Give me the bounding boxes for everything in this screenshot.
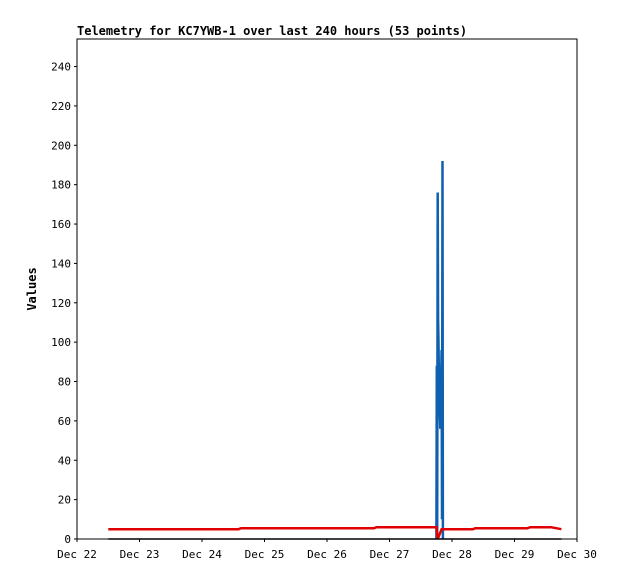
x-tick-label: Dec 25 bbox=[245, 548, 285, 561]
y-tick-label: 120 bbox=[51, 297, 71, 310]
x-tick-label: Dec 26 bbox=[307, 548, 347, 561]
x-tick-label: Dec 23 bbox=[120, 548, 160, 561]
y-tick-label: 220 bbox=[51, 100, 71, 113]
x-tick-label: Dec 28 bbox=[432, 548, 472, 561]
series-line-1 bbox=[435, 160, 445, 540]
y-tick-label: 0 bbox=[64, 533, 71, 546]
y-tick-label: 140 bbox=[51, 257, 71, 270]
x-tick-label: Dec 27 bbox=[370, 548, 410, 561]
y-tick-label: 160 bbox=[51, 218, 71, 231]
y-tick-label: 200 bbox=[51, 139, 71, 152]
y-axis-label: Values bbox=[25, 267, 39, 310]
x-tick-label: Dec 22 bbox=[57, 548, 97, 561]
y-tick-label: 40 bbox=[58, 454, 71, 467]
y-tick-label: 180 bbox=[51, 179, 71, 192]
y-tick-label: 240 bbox=[51, 61, 71, 74]
chart-title: Telemetry for KC7YWB-1 over last 240 hou… bbox=[77, 24, 467, 38]
series-line-2 bbox=[108, 525, 562, 540]
y-axis: 0 20 40 60 80 100 120 140 160 180 200 220 240 bbox=[51, 61, 77, 546]
plot-area-frame bbox=[76, 38, 578, 540]
x-tick-label: Dec 29 bbox=[495, 548, 535, 561]
y-tick-label: 60 bbox=[58, 415, 71, 428]
x-axis: Dec 22 Dec 23 Dec 24 Dec 25 Dec 26 Dec 27 Dec … bbox=[57, 539, 597, 561]
y-tick-label: 100 bbox=[51, 336, 71, 349]
x-tick-label: Dec 24 bbox=[182, 548, 222, 561]
y-tick-label: 20 bbox=[58, 494, 71, 507]
x-tick-label: Dec 30 bbox=[557, 548, 597, 561]
series-layer bbox=[108, 160, 562, 540]
y-tick-label: 80 bbox=[58, 376, 71, 389]
